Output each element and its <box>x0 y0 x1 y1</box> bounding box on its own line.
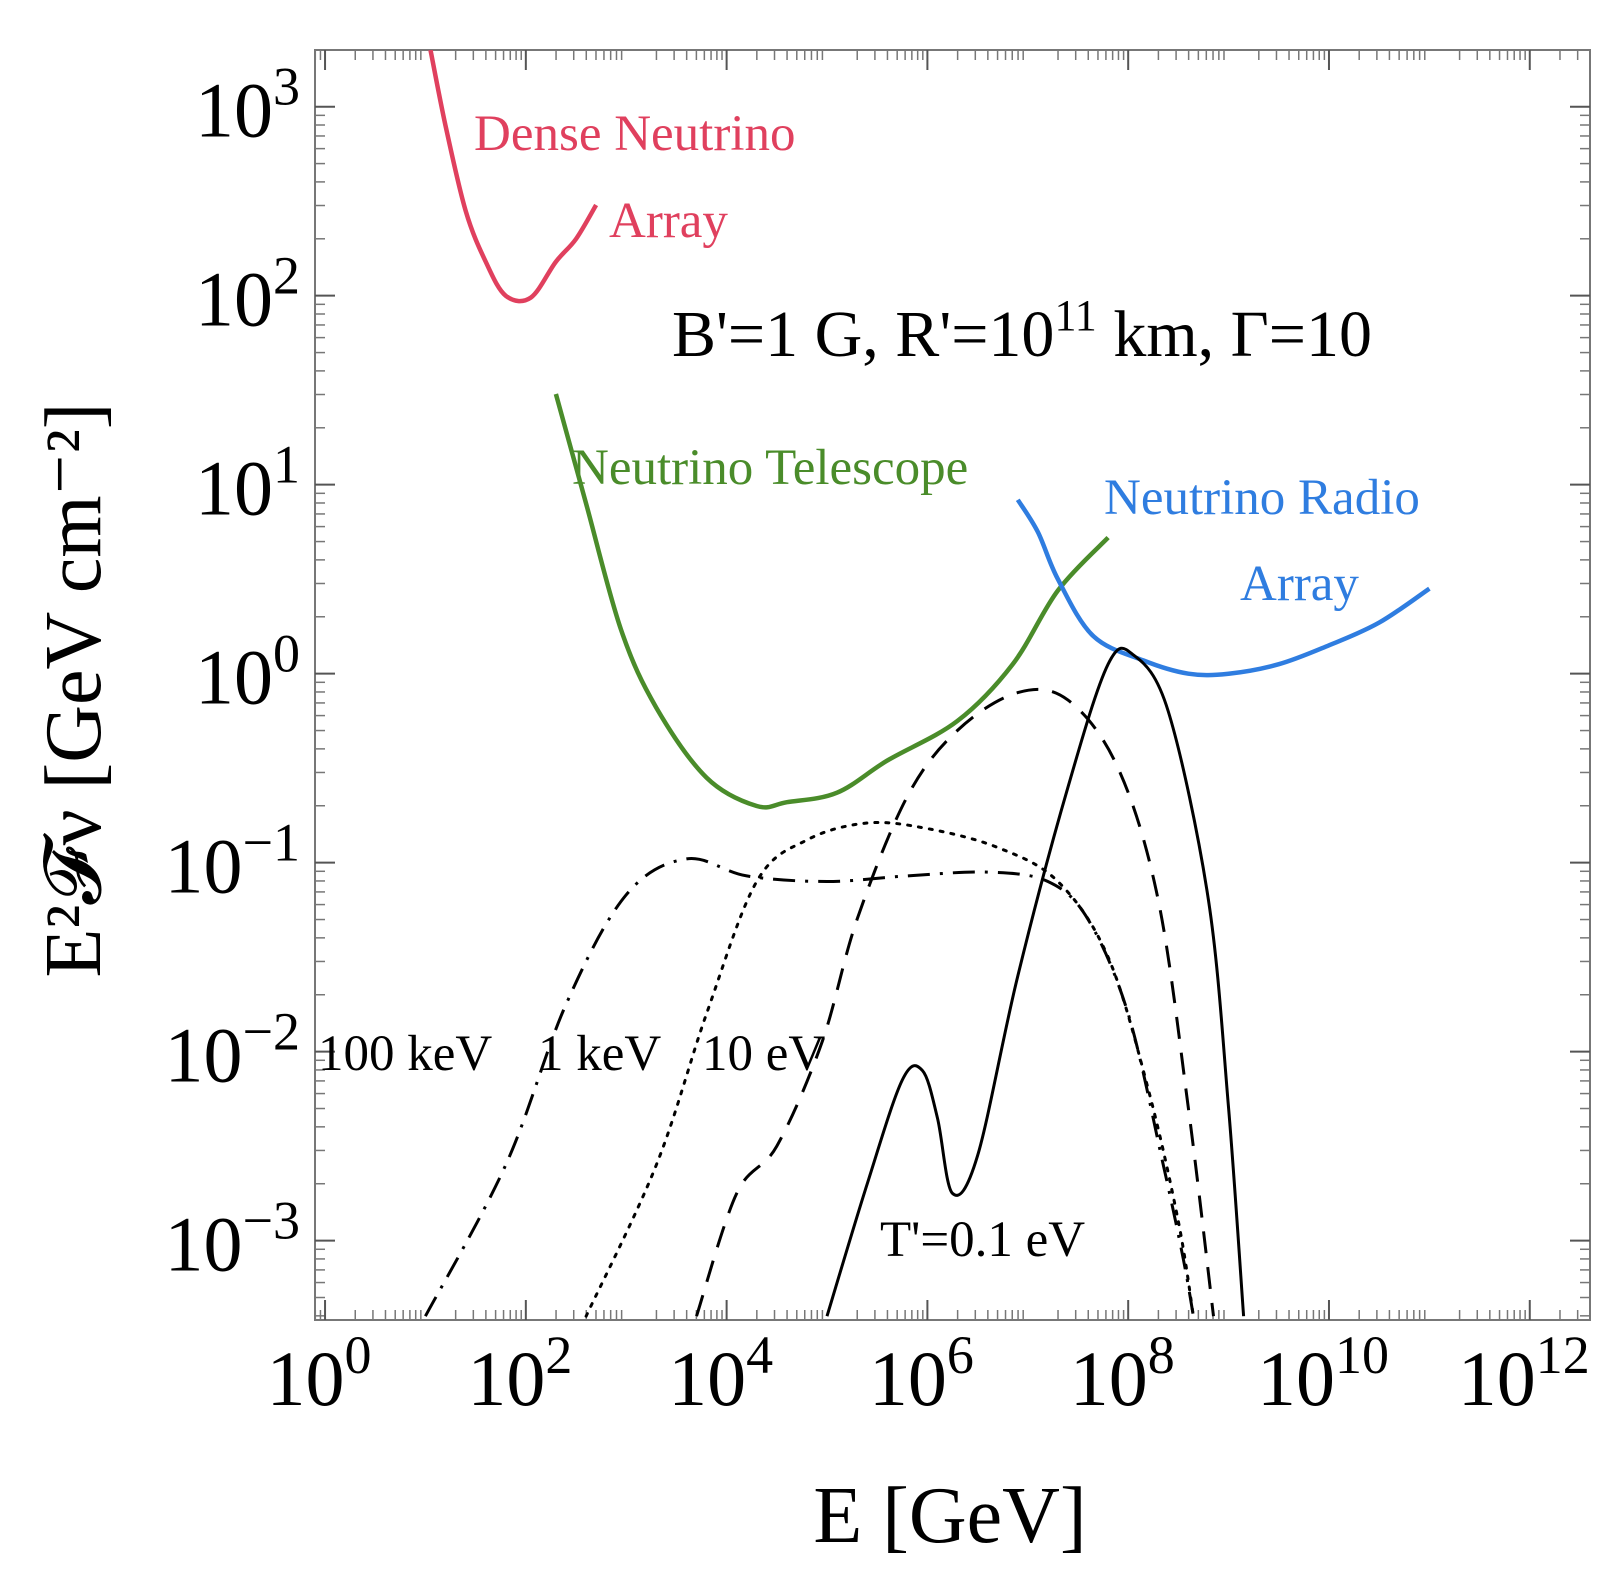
x-tick-base: 10 <box>1070 1335 1148 1422</box>
x-tick-base: 10 <box>467 1335 545 1422</box>
y-tick-label: 101 <box>195 435 300 532</box>
plot-frame <box>314 49 1591 1321</box>
y-tick-base: 10 <box>165 1012 243 1099</box>
y-tick-label: 10−3 <box>165 1191 300 1288</box>
x-tick-exp: 10 <box>1335 1325 1389 1385</box>
y-tick-exp: 2 <box>273 246 300 306</box>
model-label-1kev: 1 keV <box>538 1026 661 1082</box>
model-label-10ev: 10 eV <box>702 1026 825 1082</box>
x-tick-label: 106 <box>869 1325 974 1422</box>
series-line-t-1-kev <box>584 820 1195 1318</box>
x-tick-exp: 6 <box>947 1325 974 1385</box>
y-tick-base: 10 <box>165 1201 243 1288</box>
series-line-dense-neutrino-array <box>428 50 599 304</box>
y-tick-exp: −1 <box>243 813 300 873</box>
x-tick-base: 10 <box>869 1335 947 1422</box>
y-tick-exp: −2 <box>243 1002 300 1062</box>
series-line-neutrino-telescope <box>553 393 1110 810</box>
x-tick-exp: 8 <box>1148 1325 1175 1385</box>
telescope-label: Neutrino Telescope <box>572 440 968 496</box>
x-tick-label: 100 <box>267 1325 372 1422</box>
series-line-t-10-ev <box>695 687 1215 1317</box>
y-tick-base: 10 <box>195 445 273 532</box>
y-tick-exp: 0 <box>273 624 300 684</box>
radio-array-label-line2: Array <box>1240 556 1359 612</box>
x-tick-exp: 2 <box>545 1325 572 1385</box>
x-tick-label: 102 <box>467 1325 572 1422</box>
series-layer <box>424 50 1431 1318</box>
model-label-100kev: 100 keV <box>318 1026 492 1082</box>
dense-array-label-line1: Dense Neutrino <box>474 106 796 162</box>
y-tick-base: 10 <box>165 823 243 910</box>
y-tick-label: 103 <box>195 57 300 154</box>
y-tick-label: 100 <box>195 624 300 721</box>
x-tick-base: 10 <box>267 1335 345 1422</box>
x-tick-base: 10 <box>668 1335 746 1422</box>
x-axis-label: E [GeV] <box>813 1472 1086 1560</box>
x-tick-exp: 4 <box>746 1325 773 1385</box>
dense-array-label-line2: Array <box>609 193 728 249</box>
minor-ticks <box>314 50 1590 1320</box>
parameters-label: B'=1 G, R'=1011 km, Γ=10 <box>672 291 1372 371</box>
y-tick-base: 10 <box>195 634 273 721</box>
parameters-suffix: km, Γ=10 <box>1097 298 1372 371</box>
x-tick-label: 1012 <box>1458 1325 1590 1422</box>
x-tick-base: 10 <box>1458 1335 1536 1422</box>
series-line-t-0-1-ev <box>825 646 1246 1317</box>
y-tick-exp: 1 <box>273 435 300 495</box>
x-tick-labels: 100 102 104 106 108 1010 1012 <box>267 1325 1590 1422</box>
x-tick-exp: 0 <box>345 1325 372 1385</box>
major-ticks <box>315 50 1590 1320</box>
y-tick-base: 10 <box>195 67 273 154</box>
y-tick-label: 10−1 <box>165 813 300 910</box>
model-label-0p1ev: T'=0.1 eV <box>880 1212 1085 1268</box>
x-tick-label: 1010 <box>1257 1325 1389 1422</box>
parameters-exp: 11 <box>1054 291 1096 340</box>
series-line-neutrino-radio-array <box>1015 498 1431 678</box>
y-tick-base: 10 <box>195 256 273 343</box>
series-line-t-100-kev <box>424 857 1195 1317</box>
parameters-prefix: B'=1 G, R'=10 <box>672 298 1054 371</box>
y-tick-exp: −3 <box>243 1191 300 1251</box>
y-tick-label: 102 <box>195 246 300 343</box>
x-tick-base: 10 <box>1257 1335 1335 1422</box>
y-axis-label: E²𝓕ν [GeV cm⁻²] <box>30 403 118 978</box>
radio-array-label-line1: Neutrino Radio <box>1104 470 1420 526</box>
y-tick-label: 10−2 <box>165 1002 300 1099</box>
x-tick-exp: 12 <box>1536 1325 1590 1385</box>
x-tick-label: 108 <box>1070 1325 1175 1422</box>
x-tick-label: 104 <box>668 1325 773 1422</box>
y-tick-exp: 3 <box>273 57 300 117</box>
